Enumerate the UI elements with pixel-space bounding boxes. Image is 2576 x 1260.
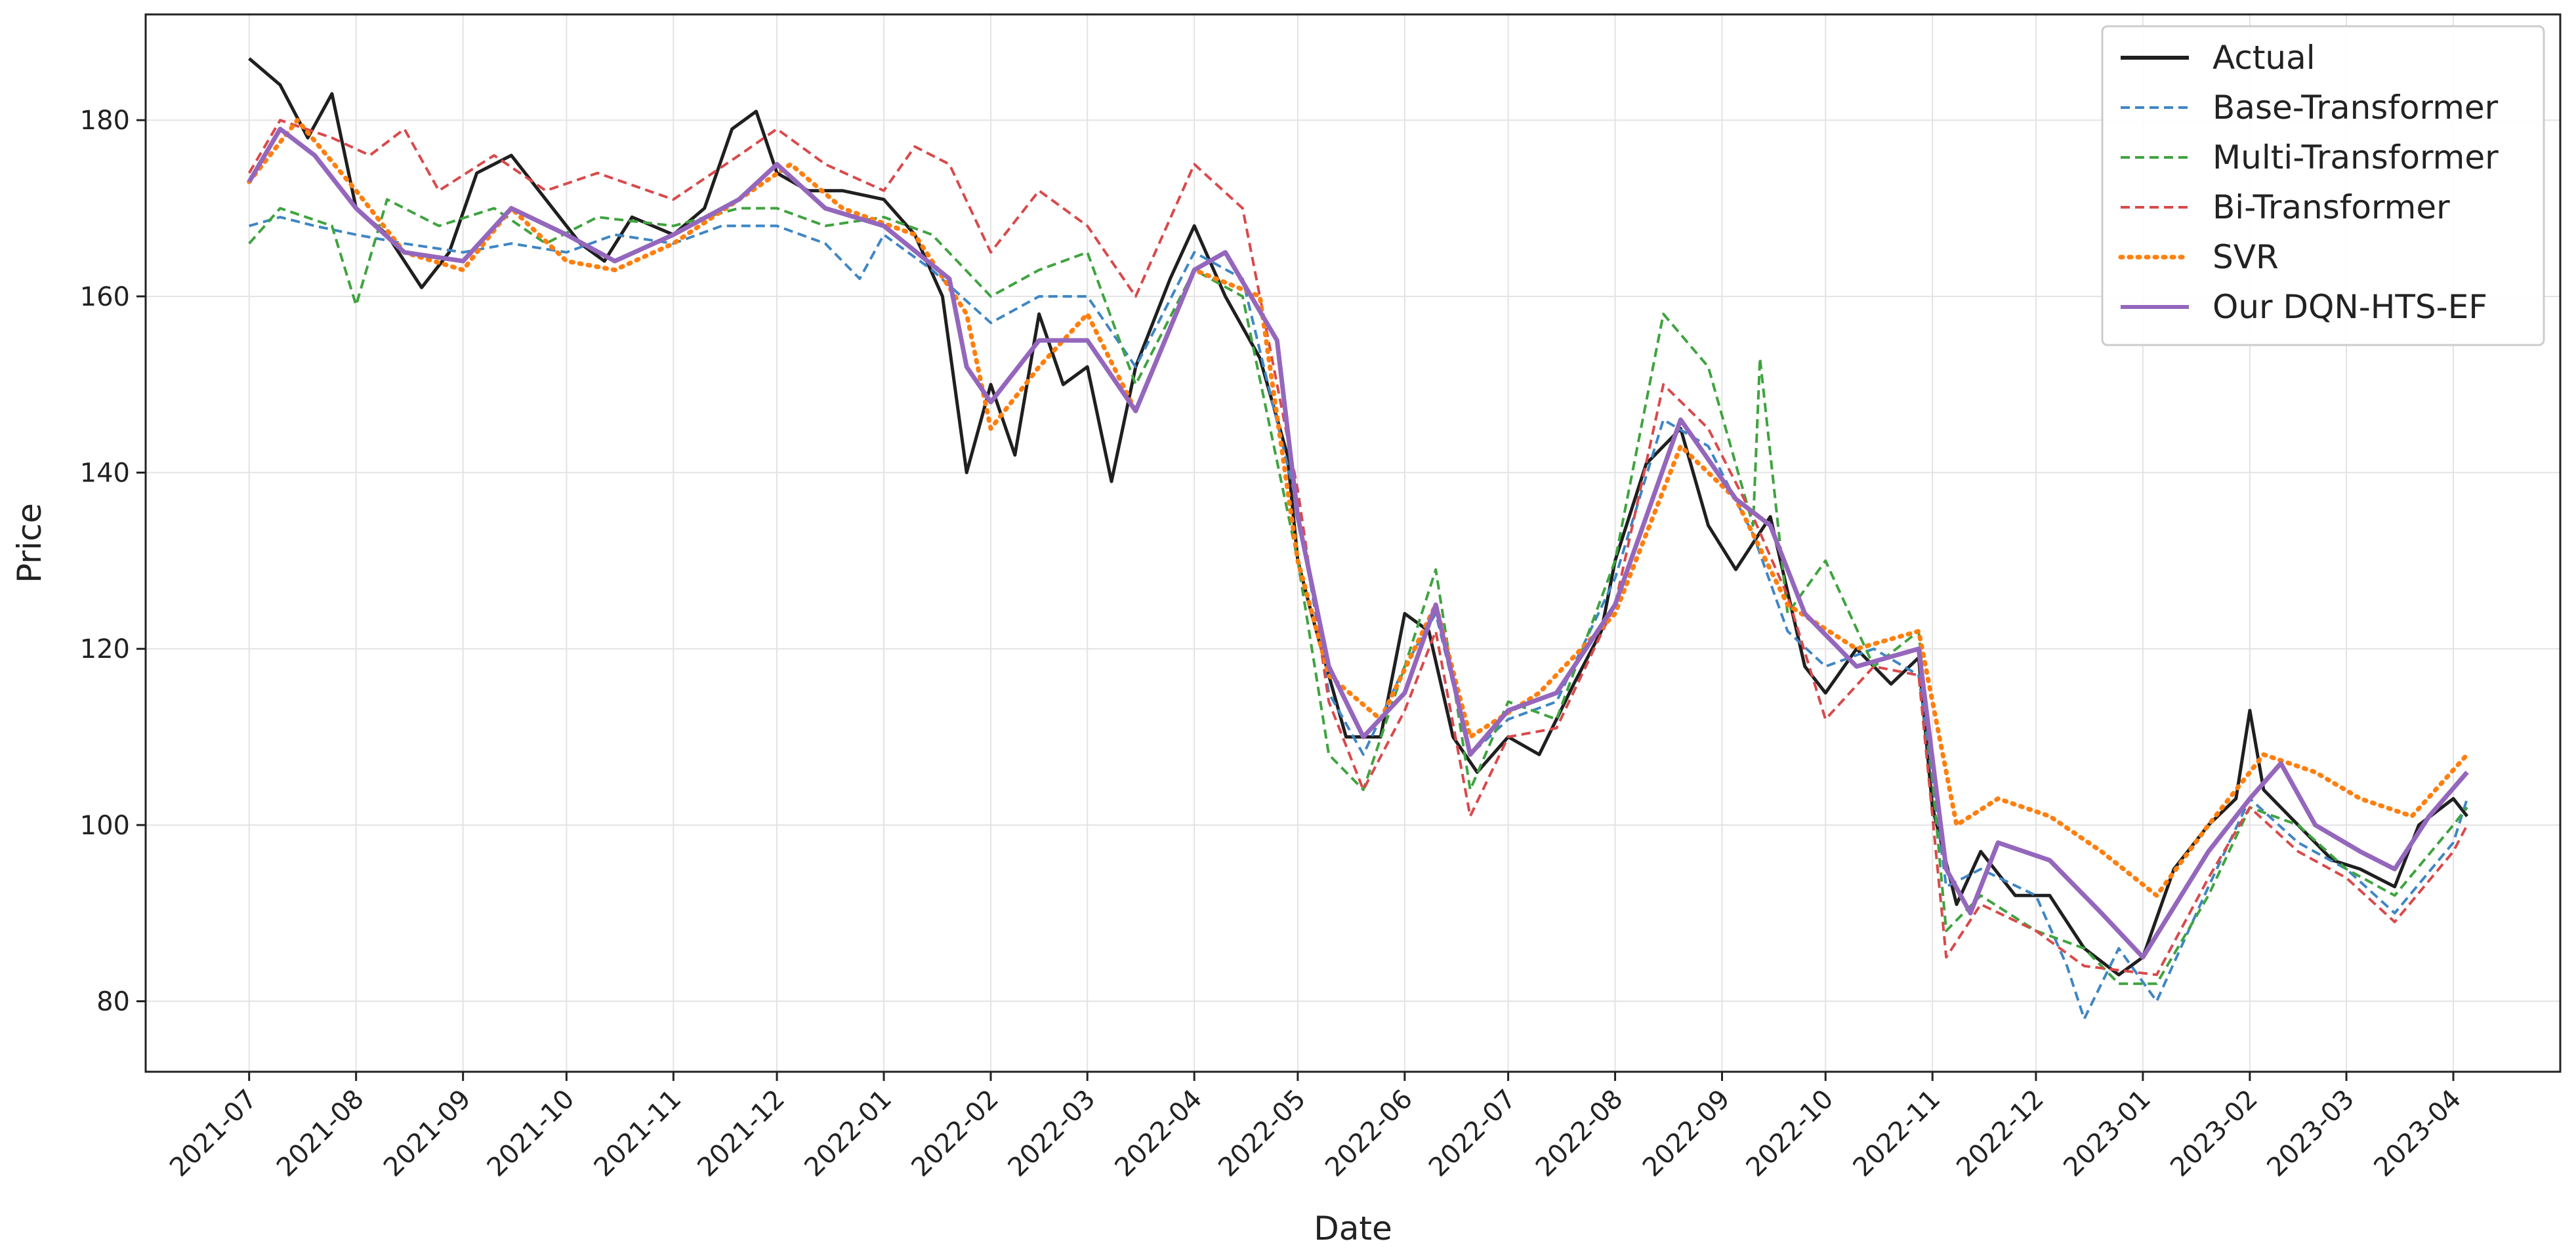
y-tick-label: 100 [80, 811, 130, 841]
y-tick-label: 120 [80, 634, 130, 664]
legend-label: Bi-Transformer [2212, 188, 2450, 226]
legend: Actual Base-Transformer Multi-Transformer B… [2101, 25, 2545, 346]
series-lines [247, 57, 2470, 1021]
series-line-multi-transformer [248, 198, 2468, 985]
y-tick-label: 140 [80, 458, 130, 489]
series-line-our-dqn-hts-ef [247, 127, 2469, 960]
legend-label: Base-Transformer [2212, 89, 2499, 127]
legend-label: Our DQN-HTS-EF [2212, 288, 2487, 326]
x-axis-label: Date [1314, 1209, 1392, 1248]
y-tick-label: 80 [96, 987, 130, 1017]
legend-label: Actual [2212, 39, 2316, 77]
legend-label: Multi-Transformer [2212, 138, 2499, 176]
y-axis-label: Price [10, 503, 49, 583]
series-line-svr [247, 117, 2470, 898]
plot-frame [144, 13, 2562, 1073]
legend-box [2101, 25, 2545, 346]
legend-label: SVR [2212, 238, 2279, 276]
y-tick-label: 180 [80, 106, 130, 136]
grid-lines [146, 14, 2560, 1072]
y-tick-label: 160 [80, 282, 130, 312]
series-line-bi-transformer [247, 119, 2468, 977]
